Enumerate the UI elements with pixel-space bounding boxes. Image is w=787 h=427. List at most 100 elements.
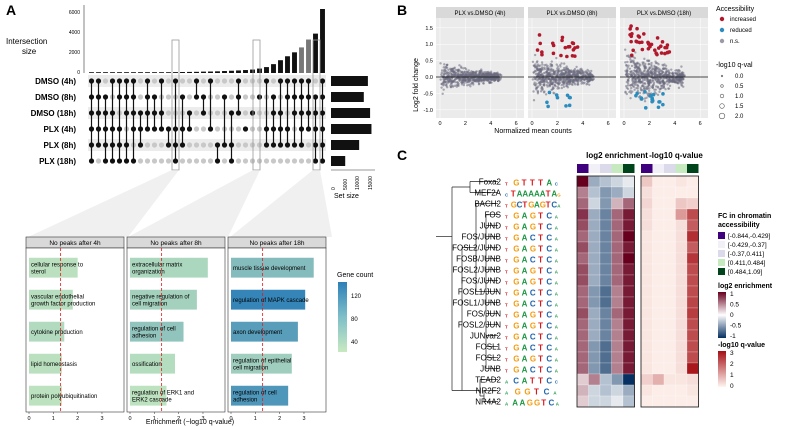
header-log2-enrichment: log2 enrichment — [586, 151, 648, 160]
ma-y-tick: 0.5 — [425, 59, 433, 65]
matrix-dot — [228, 78, 235, 84]
matrix-dot — [249, 78, 256, 84]
ma-point — [443, 80, 447, 83]
logo-letter: A — [555, 215, 559, 220]
ma-point — [659, 81, 663, 84]
intersection-bar — [138, 72, 143, 73]
ma-point-increased — [653, 48, 657, 52]
heatmap-cell — [588, 274, 601, 287]
ma-point — [569, 79, 572, 83]
logo-letter: G — [513, 223, 519, 232]
ma-point — [472, 79, 476, 82]
heatmap-cell — [576, 186, 589, 199]
ma-point — [630, 64, 634, 68]
logo-letter: T — [538, 300, 543, 309]
ma-point — [549, 83, 552, 86]
heatmap-cell — [611, 351, 624, 364]
matrix-dot — [137, 94, 144, 100]
ma-point — [464, 78, 467, 81]
logo-letter: G — [557, 193, 561, 198]
ma-point — [550, 60, 553, 63]
heatmap-cell — [686, 219, 699, 232]
matrix-dot — [200, 126, 207, 132]
fc-legend-title: accessibility — [718, 222, 760, 229]
heatmap-cell — [576, 197, 589, 210]
logo-letter: A — [555, 248, 559, 253]
ma-point — [545, 83, 549, 87]
set-size-bar — [331, 92, 364, 102]
ma-point — [482, 81, 485, 85]
log2-legend-tick: 0.5 — [730, 302, 739, 309]
logo-letter: C — [544, 388, 550, 397]
heatmap-cell — [611, 263, 624, 276]
heatmap-cell — [599, 329, 612, 342]
intersection-bar — [145, 72, 150, 73]
logo-letter: T — [538, 377, 543, 386]
ma-point-increased — [550, 41, 555, 46]
fc-annotation-cell — [623, 164, 635, 173]
intersection-bar — [117, 72, 122, 73]
ma-point — [466, 71, 470, 74]
fc-legend-swatch — [718, 259, 725, 266]
heatmap-cell — [686, 395, 699, 408]
logo-letter: T — [546, 201, 551, 210]
logo-letter: C — [549, 399, 555, 408]
ma-point — [462, 78, 466, 81]
fc-annotation-cell — [675, 164, 687, 173]
intersection-bar — [222, 71, 227, 73]
heatmap-cell — [640, 329, 653, 342]
logo-letter: G — [513, 245, 519, 254]
ma-plots: PLX vs.DMSO (4h) 0 2 4 6 PLX vs.DMSO (8h) 0 2 4 6… — [424, 7, 708, 127]
ma-point — [443, 77, 446, 81]
ma-point — [459, 65, 463, 68]
matrix-dot — [235, 126, 242, 132]
matrix-dot — [214, 126, 221, 132]
ma-point — [625, 73, 628, 76]
ma-point — [661, 71, 664, 74]
heatmap-cell — [675, 241, 688, 254]
heatmap-cell — [652, 362, 665, 375]
log2-colorbar — [718, 292, 726, 338]
heatmap-cell — [599, 197, 612, 210]
ma-point — [631, 77, 634, 81]
logo-letter: A — [512, 399, 518, 408]
ma-point-increased — [663, 51, 667, 56]
ma-point-increased — [563, 45, 568, 50]
go-bar — [231, 289, 306, 310]
ma-point-increased — [640, 47, 645, 52]
logo-letter: T — [505, 215, 508, 220]
matrix-dot — [151, 78, 158, 84]
heatmap-cell — [622, 373, 635, 386]
logo-letter: A — [557, 204, 561, 209]
ma-point — [544, 93, 548, 96]
go-term-label: cell migration — [233, 366, 268, 372]
logo-letter: T — [538, 355, 543, 364]
heatmap-cell — [686, 307, 699, 320]
ma-point — [652, 72, 655, 76]
heatmap-cell — [663, 241, 676, 254]
ma-point — [539, 69, 543, 73]
fc-annotation-cell — [588, 164, 600, 173]
logo-letter: A — [555, 270, 559, 275]
matrix-dot — [165, 94, 172, 100]
heatmap-cell — [576, 351, 589, 364]
heatmap-cell — [640, 274, 653, 287]
ma-point — [631, 71, 634, 75]
heatmap-cell — [640, 318, 653, 331]
matrix-dot — [298, 158, 305, 164]
logo-letter: G — [530, 223, 536, 232]
ma-point — [646, 87, 650, 90]
ma-point — [547, 77, 550, 80]
ma-point — [566, 82, 569, 86]
go-enrichment-panels: No peaks after 4h cellular response toste… — [25, 236, 327, 422]
size-tick: 0 — [77, 70, 80, 76]
ma-point — [472, 73, 475, 76]
heatmap-cell — [675, 307, 688, 320]
heatmap-cell — [663, 208, 676, 221]
ma-point — [638, 80, 641, 83]
heatmap-cell — [622, 340, 635, 353]
ma-point — [541, 80, 544, 83]
ma-x-tick: 6 — [607, 121, 610, 127]
fc-legend-label: [-0.844,-0.429] — [728, 233, 770, 240]
ma-point-increased — [659, 51, 664, 55]
